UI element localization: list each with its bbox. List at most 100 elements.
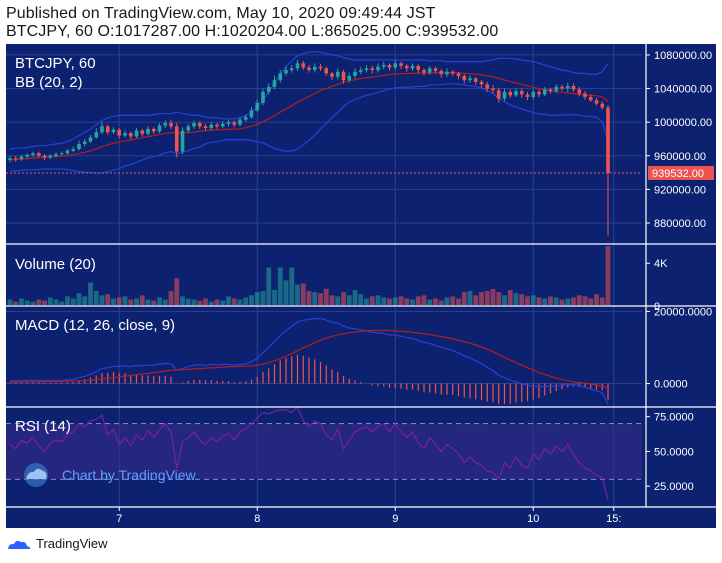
- candle: [71, 146, 76, 153]
- candle-body: [519, 91, 524, 95]
- candle-body: [427, 68, 432, 73]
- volume-bar: [7, 299, 13, 305]
- volume-bar: [99, 295, 105, 305]
- y-tick-label: 50.0000: [654, 446, 694, 458]
- candle-body: [128, 133, 133, 137]
- tradingview-logo-icon: [8, 540, 31, 549]
- candle: [335, 68, 340, 80]
- candles: [6, 59, 642, 236]
- candle-body: [266, 86, 271, 92]
- candle: [146, 126, 150, 136]
- candle-body: [508, 91, 513, 96]
- candle: [249, 107, 254, 119]
- candle-body: [174, 126, 179, 152]
- volume-bar: [594, 294, 599, 305]
- candle-body: [117, 129, 122, 136]
- macd-signal-line: [9, 329, 609, 389]
- volume-bar: [502, 295, 507, 305]
- volume-bar: [289, 267, 295, 305]
- volume-bar: [329, 295, 335, 305]
- bollinger-bands: [9, 50, 609, 174]
- candle: [180, 127, 185, 155]
- volume-bar: [433, 298, 438, 305]
- candle-body: [537, 91, 541, 95]
- candle-body: [439, 70, 444, 75]
- bb-basis-line: [9, 72, 609, 161]
- y-tick-labels: 880000.00 920000.00 960000.00 1000000.00 104…: [646, 50, 712, 493]
- candle: [151, 127, 156, 134]
- volume-bar: [272, 289, 277, 305]
- macd-series: [9, 318, 609, 405]
- candle: [19, 154, 24, 161]
- volume-bar: [36, 299, 42, 305]
- candle-body: [169, 122, 173, 127]
- candle: [289, 65, 294, 73]
- candle-body: [473, 78, 478, 82]
- candle: [284, 66, 288, 76]
- volume-bar: [214, 299, 220, 305]
- volume-bar: [162, 299, 168, 305]
- volume-bar: [226, 296, 231, 305]
- volume-bar: [415, 296, 421, 305]
- candle: [502, 88, 507, 102]
- candle: [479, 80, 484, 88]
- candle-body: [140, 130, 145, 134]
- candle: [117, 128, 122, 139]
- candle-body: [456, 73, 461, 76]
- candle: [77, 140, 81, 151]
- candle-body: [393, 63, 398, 68]
- tradingview-watermark[interactable]: Chart by TradingView: [24, 463, 196, 487]
- candle-body: [450, 71, 455, 74]
- candle-body: [54, 154, 58, 156]
- rsi-line: [9, 405, 609, 501]
- volume-bar: [576, 295, 582, 305]
- candle-body: [249, 110, 254, 118]
- last-price-label-bg: [648, 165, 714, 180]
- y-tick-label: 0.0000: [654, 379, 688, 391]
- y-tick-label: 75.0000: [654, 412, 694, 424]
- candle-body: [600, 103, 605, 108]
- watermark-text: Chart by TradingView: [62, 467, 196, 483]
- footer[interactable]: TradingView: [6, 536, 108, 551]
- candle-body: [583, 93, 587, 97]
- candle-body: [186, 126, 191, 131]
- ohlc-info: BTCJPY, 60 O:1017287.00 H:1020204.00 L:8…: [6, 23, 499, 40]
- volume-bar: [387, 298, 392, 305]
- chart-area[interactable]: 939532.00 880000.00920000.00960000.00100…: [6, 44, 716, 528]
- candle-body: [588, 96, 593, 101]
- candle: [571, 83, 576, 92]
- volume-bar: [295, 284, 300, 305]
- volume-bar: [375, 295, 381, 305]
- pane-title-macd: MACD (12, 26, close, 9): [15, 317, 175, 334]
- volume-bar: [381, 297, 387, 305]
- volume-bar: [461, 292, 467, 305]
- volume-bar: [421, 295, 427, 305]
- candle-body: [146, 128, 150, 134]
- volume-bar: [605, 246, 611, 305]
- footer-brand: TradingView: [36, 536, 108, 551]
- candle: [238, 117, 242, 127]
- volume-bar: [191, 299, 197, 305]
- pane-title-rsi: RSI (14): [15, 418, 71, 435]
- candle: [295, 59, 300, 71]
- candle-body: [468, 78, 472, 81]
- volume-bar: [122, 296, 128, 305]
- candle-body: [123, 133, 127, 136]
- candle: [140, 128, 145, 137]
- volume-bar: [231, 298, 237, 305]
- candle-body: [163, 122, 168, 126]
- rsi-series: [9, 405, 609, 501]
- volume-bar: [134, 298, 139, 305]
- candle: [583, 91, 587, 100]
- candle: [88, 134, 93, 144]
- x-tick-label: 8: [254, 513, 260, 525]
- candle: [496, 87, 501, 103]
- candle-body: [232, 122, 237, 125]
- candle: [301, 60, 306, 71]
- volume-bar: [507, 289, 513, 305]
- candle-body: [399, 63, 403, 66]
- candle: [54, 152, 58, 158]
- candle: [215, 122, 219, 129]
- volume-bar: [185, 298, 191, 305]
- volume-bar: [42, 300, 47, 305]
